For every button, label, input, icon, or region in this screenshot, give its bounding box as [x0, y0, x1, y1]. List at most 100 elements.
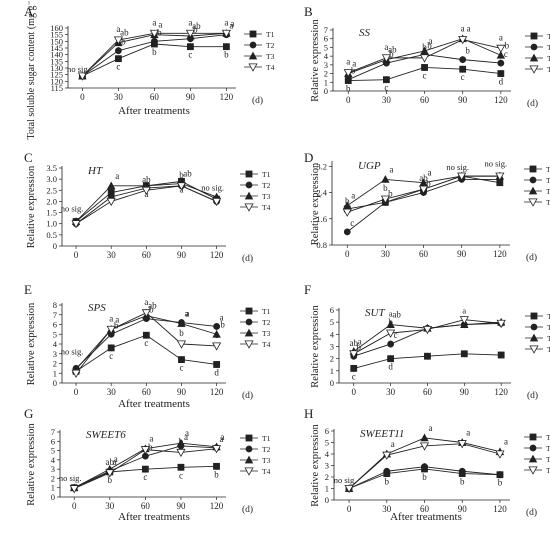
y-tick-label: 2.5	[46, 185, 57, 195]
x-tick-label: 60	[423, 387, 433, 397]
data-point	[419, 54, 430, 63]
significance-label: ab	[106, 457, 115, 467]
legend-marker	[529, 333, 539, 342]
annotation-label: no sig.	[61, 347, 84, 357]
legend-marker	[529, 165, 537, 173]
significance-label: b	[114, 320, 119, 330]
y-tick-label: 4	[325, 449, 330, 459]
x-axis-label: After treatments	[390, 511, 462, 523]
significance-label: c	[179, 363, 183, 373]
significance-label: a	[230, 18, 234, 28]
panel-letter: C	[24, 150, 33, 165]
significance-label: ab	[148, 301, 157, 311]
legend-label: T3	[547, 334, 550, 343]
data-point	[342, 208, 352, 217]
significance-label: a	[188, 17, 192, 27]
y-tick-label: 8	[53, 300, 57, 310]
data-point	[496, 44, 506, 54]
significance-label: c	[504, 49, 508, 59]
significance-label: b	[345, 196, 350, 206]
y-tick-label: 145	[50, 43, 63, 53]
legend-marker	[529, 433, 537, 441]
data-point	[349, 350, 359, 359]
significance-label: a	[346, 57, 350, 67]
significance-label: a	[384, 42, 388, 52]
data-point	[459, 65, 467, 73]
data-point	[106, 181, 116, 190]
data-point	[495, 450, 505, 459]
data-point	[141, 465, 149, 473]
data-point	[106, 325, 116, 335]
legend-label: T2	[546, 176, 550, 185]
annotation-label: a	[462, 306, 466, 316]
data-point	[382, 76, 390, 84]
annotation-label: no sig.	[201, 182, 224, 192]
data-point	[211, 445, 222, 454]
significance-label: b	[152, 47, 157, 57]
legend-marker	[244, 328, 254, 337]
data-point	[149, 29, 159, 39]
x-tick-label: 0	[351, 387, 356, 397]
data-point	[460, 350, 468, 358]
x-tick-label: 120	[210, 250, 224, 260]
panel-letter: D	[304, 150, 313, 165]
legend-marker	[244, 455, 254, 464]
significance-label: b	[149, 305, 154, 315]
data-point	[344, 76, 352, 84]
panel-title: SUT	[365, 307, 385, 319]
significance-label: ab	[392, 310, 401, 320]
x-unit-label: (d)	[242, 390, 253, 401]
x-unit-label: (d)	[526, 252, 537, 263]
significance-label: c	[143, 472, 147, 482]
y-tick-label: 0	[324, 86, 328, 96]
x-tick-label: 120	[494, 387, 508, 397]
legend: T1 T2 T3 T4	[524, 165, 550, 207]
data-point	[420, 433, 429, 442]
legend-marker	[528, 198, 538, 207]
significance-label: a	[389, 164, 393, 174]
y-tick-label: 6	[53, 320, 57, 330]
data-point	[344, 484, 354, 494]
data-point	[212, 197, 222, 207]
legend-label: T2	[262, 181, 271, 190]
data-point	[386, 320, 395, 329]
significance-label: b	[427, 40, 432, 50]
y-tick-label: 1.0	[46, 219, 57, 229]
annotation-label: no sig.	[67, 64, 90, 74]
y-tick-label: 5	[51, 446, 55, 456]
legend-label: T3	[546, 187, 550, 196]
legend: T1 T2 T3 T4	[240, 170, 271, 212]
legend-label: T1	[547, 312, 550, 321]
x-tick-label: 90	[186, 92, 196, 102]
data-point	[177, 463, 185, 471]
data-point	[386, 329, 396, 338]
x-unit-label: (d)	[252, 95, 263, 106]
legend-marker	[529, 65, 539, 74]
legend-marker	[249, 41, 257, 49]
series-t1: c b c b	[79, 40, 230, 80]
panel-title: SWEET6	[86, 429, 126, 441]
significance-label: b	[426, 179, 431, 189]
y-tick-label: 1	[330, 366, 334, 376]
y-tick-label: 1.5	[46, 208, 57, 218]
x-tick-label: 120	[494, 95, 508, 105]
panel-letter: G	[24, 406, 33, 421]
legend: T1 T2 T3 T4	[240, 307, 271, 349]
series-t4: aa baa	[343, 24, 506, 78]
significance-label: a	[184, 309, 188, 319]
legend-marker	[529, 53, 539, 62]
panel-d: D UGP 0.8 1.6 2.4 3.2 0 30 60 90 120 (d) Relative ex…	[304, 150, 550, 263]
significance-label: a	[229, 21, 233, 31]
legend-label: T4	[547, 65, 550, 74]
significance-label: b	[389, 49, 394, 59]
data-point	[420, 46, 429, 55]
y-tick-label: 4	[330, 329, 335, 339]
data-point	[77, 72, 87, 81]
legend-label: T3	[547, 54, 550, 63]
x-tick-label: 120	[493, 249, 507, 259]
legend-label: T2	[262, 318, 271, 327]
significance-label: c	[215, 330, 219, 340]
x-unit-label: (d)	[527, 98, 538, 109]
significance-label: a	[504, 437, 508, 447]
x-tick-label: 120	[210, 501, 224, 511]
